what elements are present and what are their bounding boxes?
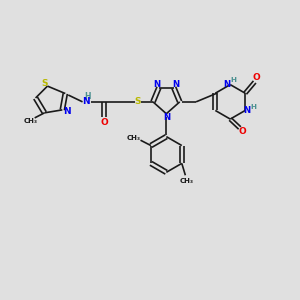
Text: N: N (163, 113, 170, 122)
Text: N: N (63, 107, 70, 116)
Text: CH₃: CH₃ (127, 135, 141, 141)
Text: O: O (239, 127, 247, 136)
Text: O: O (253, 73, 260, 82)
Text: S: S (135, 97, 141, 106)
Text: CH₃: CH₃ (179, 178, 193, 184)
Text: N: N (172, 80, 180, 89)
Text: H: H (250, 104, 256, 110)
Text: S: S (41, 79, 48, 88)
Text: N: N (82, 97, 90, 106)
Text: N: N (153, 80, 160, 89)
Text: H: H (84, 92, 91, 101)
Text: N: N (224, 80, 231, 88)
Text: CH₃: CH₃ (24, 118, 38, 124)
Text: N: N (243, 106, 250, 115)
Text: O: O (100, 118, 108, 127)
Text: H: H (230, 77, 236, 83)
